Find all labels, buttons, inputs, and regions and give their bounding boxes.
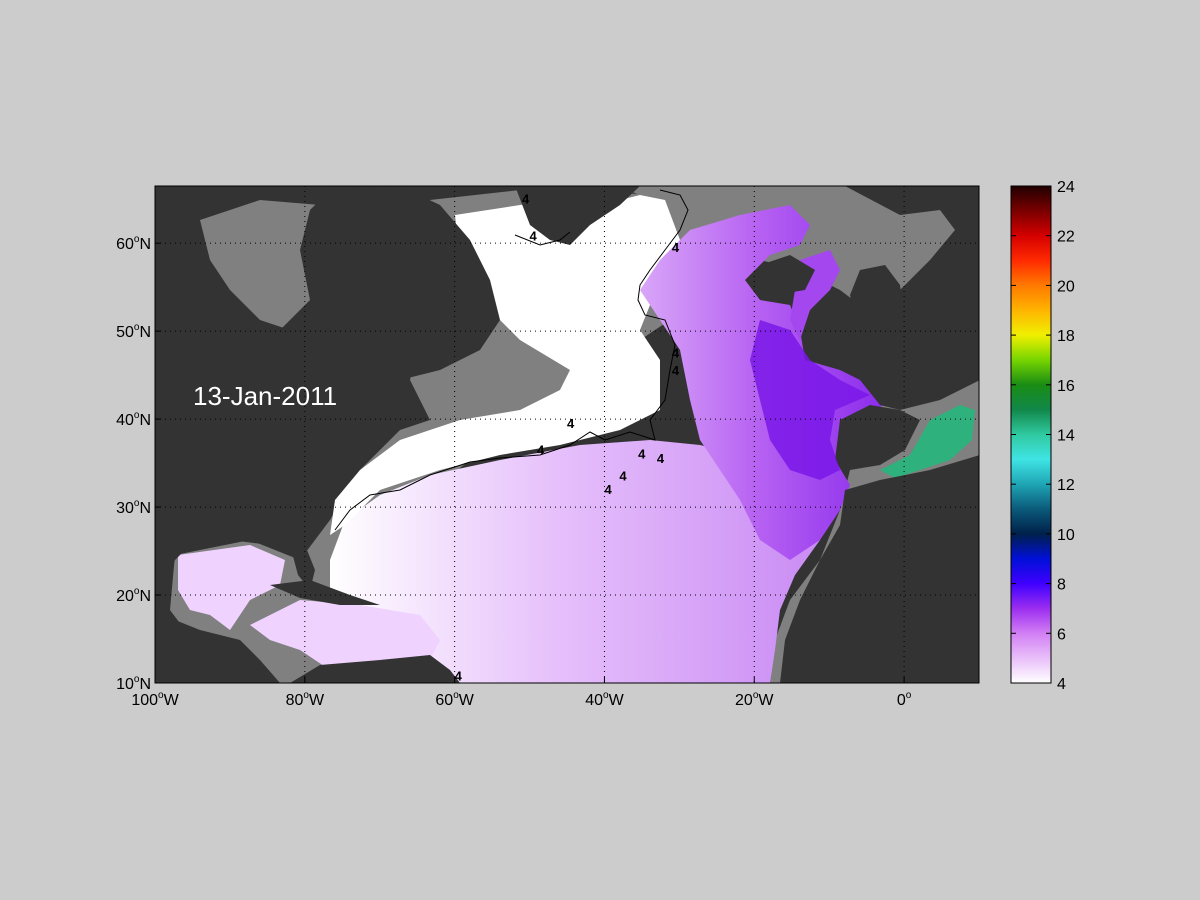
x-tick-label: 0o [897,690,912,709]
contour-label: 4 [657,451,665,466]
colorbar-tick-label: 20 [1057,278,1075,295]
colorbar-gradient [1010,185,1052,684]
x-tick-label: 20oW [735,690,774,709]
colorbar-tick-label: 12 [1057,477,1075,494]
ocean-cold-labrador [330,195,680,535]
isotherm-contour-inner [514,231,571,246]
colorbar-tick-label: 4 [1057,676,1066,693]
colorbar-ticks: 4 6 8 10 12 14 16 18 20 22 24 [1011,179,1075,693]
contour-label: 4 [672,240,680,255]
land-florida [290,545,315,590]
ocean-deep-core [750,320,870,480]
x-tick-label: 80oW [286,690,325,709]
y-tick-label: 10oN [116,674,151,693]
contour-label: 4 [537,442,545,457]
colorbar: 4 6 8 10 12 14 16 18 20 22 24 [1010,179,1075,693]
land-british-isles [850,265,905,340]
ocean-mediterranean [880,405,975,478]
isotherm-contour [334,189,689,531]
y-tick-label: 60oN [116,234,151,253]
x-tick-label: 60oW [435,690,474,709]
date-label: 13-Jan-2011 [193,381,337,411]
colorbar-tick-label: 18 [1057,328,1075,345]
ocean-warm-south [330,440,830,683]
y-axis-ticks: 10oN 20oN 30oN 40oN 50oN 60oN [116,234,161,693]
x-tick-label: 100oW [131,690,179,709]
ocean-gulf-of-mexico [178,545,285,630]
y-tick-label: 40oN [116,410,151,429]
colorbar-tick-label: 10 [1057,527,1075,544]
land-south-america [290,655,460,683]
colorbar-tick-label: 22 [1057,229,1075,246]
land-europe [840,186,979,410]
land-central-america [155,620,280,683]
contour-label: 4 [567,416,575,431]
x-axis-ticks: 100oW 80oW 60oW 40oW 20oW 0o [131,677,912,709]
map-frame [154,185,980,684]
land-africa [780,455,979,683]
colorbar-tick-label: 6 [1057,626,1066,643]
contour-label: 4 [530,229,538,244]
colorbar-tick-label: 8 [1057,577,1066,594]
contour-label: 4 [455,668,463,683]
land-north-america [155,186,500,640]
x-tick-label: 40oW [585,690,624,709]
contour-label: 4 [638,447,646,462]
y-tick-label: 50oN [116,322,151,341]
land-iberia [838,405,920,470]
contour-label: 4 [619,469,627,484]
land-iceland [755,255,815,295]
y-tick-label: 20oN [116,586,151,605]
colorbar-tick-label: 24 [1057,179,1075,196]
shelf-hudson [200,200,330,330]
y-tick-label: 30oN [116,498,151,517]
land-cuba [270,580,380,605]
colorbar-tick-label: 14 [1057,428,1075,445]
contour-label: 4 [672,363,680,378]
contour-label: 4 [522,192,530,207]
contour-label: 4 [672,346,680,361]
land-greenland [515,186,640,245]
colorbar-tick-label: 16 [1057,378,1075,395]
ocean-caribbean [250,600,440,670]
contour-label: 4 [604,482,612,497]
